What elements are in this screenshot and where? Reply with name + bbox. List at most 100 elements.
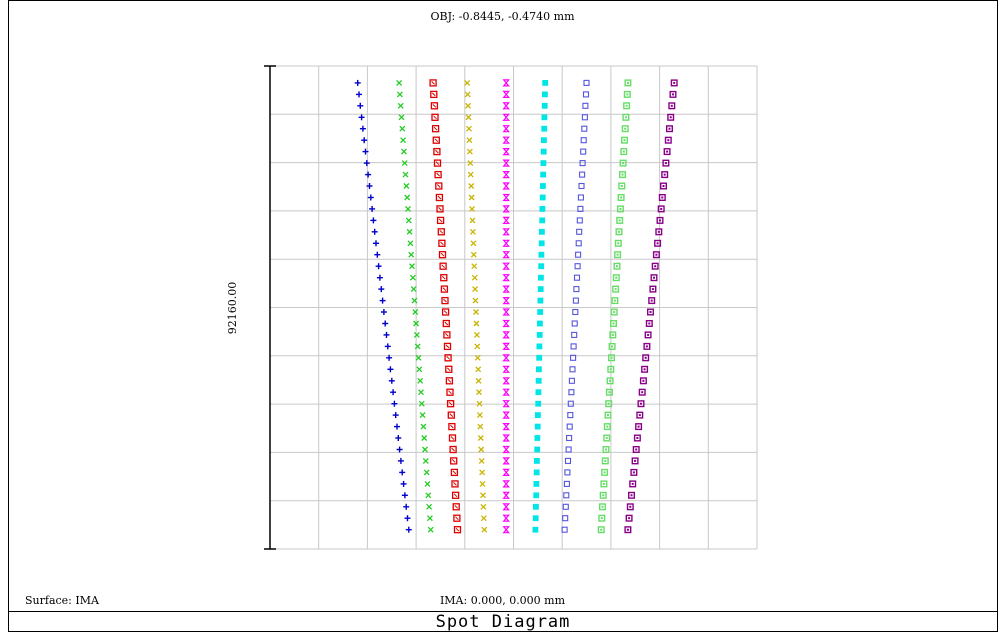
spot-point: [414, 343, 421, 350]
spot-point: [599, 491, 607, 499]
spot-point: [613, 262, 621, 270]
spot-point: [481, 526, 488, 533]
spot-point: [441, 296, 449, 305]
spot-point: [502, 171, 510, 179]
spot-point: [451, 491, 460, 499]
spot-point: [533, 503, 539, 510]
spot-point: [466, 148, 473, 155]
spot-point: [408, 251, 415, 258]
spot-point: [567, 400, 574, 407]
spot-point: [661, 171, 669, 179]
spot-point: [604, 411, 612, 419]
spot-point: [405, 205, 411, 212]
spot-point: [369, 205, 376, 212]
spot-point: [610, 320, 617, 327]
spot-point: [466, 137, 473, 144]
spot-point: [417, 377, 424, 384]
spot-point: [437, 228, 445, 236]
spot-point: [570, 343, 577, 350]
spot-point: [367, 194, 374, 201]
spot-point: [539, 217, 546, 224]
spot-point: [448, 434, 457, 442]
spot-point: [469, 228, 476, 235]
spot-point: [450, 457, 458, 465]
spot-point: [447, 411, 455, 419]
spot-point: [662, 159, 670, 167]
spot-point: [541, 137, 547, 144]
spot-point: [578, 182, 585, 190]
spot-point: [534, 446, 541, 453]
spot-point: [542, 80, 549, 86]
spot-point: [539, 228, 545, 235]
spot-point: [464, 79, 471, 86]
spot-point: [539, 194, 546, 201]
spot-point: [534, 423, 541, 430]
spot-point: [655, 228, 663, 236]
spot-point: [502, 468, 510, 476]
spot-point: [471, 274, 478, 281]
spot-point: [383, 331, 390, 338]
spot-point: [480, 503, 487, 510]
spot-point: [579, 171, 586, 178]
surface-label: Surface: IMA: [25, 594, 99, 607]
spot-point: [632, 446, 640, 453]
spot-point: [433, 147, 441, 156]
spot-point: [581, 114, 588, 121]
spot-point: [502, 319, 510, 328]
spot-point: [399, 125, 406, 132]
spot-point: [502, 354, 510, 362]
spot-series: [532, 80, 549, 533]
spot-point: [474, 343, 481, 350]
spot-point: [610, 308, 618, 316]
spot-point: [465, 114, 472, 121]
spot-point: [597, 526, 605, 534]
spot-point: [663, 148, 671, 156]
spot-point: [656, 216, 664, 224]
spot-point: [445, 377, 454, 385]
spot-point: [366, 183, 373, 189]
spot-point: [664, 136, 672, 144]
spot-point: [566, 423, 573, 430]
spot-point: [575, 240, 582, 247]
spot-point: [566, 434, 573, 442]
spot-point: [405, 217, 412, 224]
spot-point: [639, 377, 647, 385]
spot-point: [502, 480, 510, 488]
spot-series: [396, 79, 434, 533]
spot-point: [502, 205, 510, 213]
spot-point: [635, 423, 643, 431]
spot-point: [616, 216, 624, 224]
spot-point: [400, 480, 407, 487]
spot-point: [441, 308, 450, 316]
spot-point: [473, 320, 480, 327]
spot-point: [476, 412, 483, 419]
spot-point: [468, 194, 475, 201]
spot-point: [540, 160, 547, 167]
spot-point: [397, 457, 404, 464]
spot-point: [446, 388, 454, 396]
spot-point: [450, 468, 459, 477]
spot-point: [374, 251, 381, 258]
spot-point: [571, 331, 578, 338]
spot-marks: [354, 79, 678, 534]
spot-point: [502, 491, 510, 499]
spot-point: [579, 160, 586, 167]
spot-point: [541, 125, 548, 132]
spot-point: [541, 102, 548, 109]
spot-point: [583, 79, 590, 86]
spot-point: [606, 377, 614, 385]
spot-point: [666, 125, 673, 133]
spot-point: [538, 263, 545, 270]
spot-point: [387, 366, 394, 373]
spot-point: [670, 79, 678, 87]
spot-point: [565, 446, 572, 453]
spot-point: [399, 469, 406, 476]
spot-point: [403, 183, 410, 189]
spot-point: [648, 297, 656, 305]
spot-point: [359, 125, 366, 132]
spot-point: [621, 136, 628, 144]
spot-point: [502, 411, 510, 419]
spot-point: [467, 160, 474, 167]
spot-point: [641, 365, 649, 373]
spot-point: [443, 331, 451, 339]
